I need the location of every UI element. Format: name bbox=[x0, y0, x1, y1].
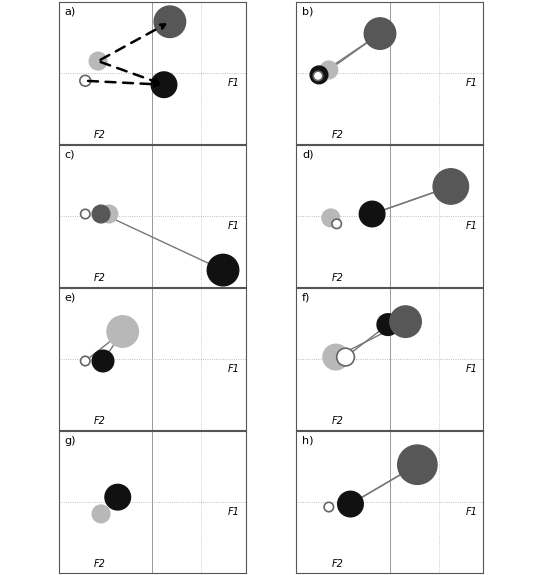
Text: F2: F2 bbox=[332, 273, 344, 282]
Text: F1: F1 bbox=[228, 507, 240, 517]
Circle shape bbox=[323, 344, 349, 370]
Text: g): g) bbox=[64, 435, 76, 446]
Text: F1: F1 bbox=[228, 221, 240, 231]
Circle shape bbox=[89, 52, 107, 70]
Text: a): a) bbox=[64, 6, 75, 16]
Text: F2: F2 bbox=[332, 129, 344, 140]
Circle shape bbox=[313, 71, 322, 80]
Text: F2: F2 bbox=[94, 129, 106, 140]
Circle shape bbox=[377, 314, 399, 335]
Circle shape bbox=[100, 205, 118, 223]
Circle shape bbox=[207, 254, 239, 286]
Text: F2: F2 bbox=[94, 273, 106, 282]
Circle shape bbox=[359, 201, 385, 227]
Text: F1: F1 bbox=[228, 78, 240, 88]
Circle shape bbox=[105, 484, 131, 510]
Text: F2: F2 bbox=[94, 416, 106, 426]
Circle shape bbox=[398, 445, 437, 484]
Circle shape bbox=[433, 168, 468, 204]
Text: h): h) bbox=[302, 435, 313, 446]
Text: F1: F1 bbox=[466, 364, 478, 374]
Circle shape bbox=[154, 6, 185, 37]
Text: f): f) bbox=[302, 293, 311, 302]
Text: c): c) bbox=[64, 150, 75, 159]
Circle shape bbox=[92, 505, 110, 523]
Text: F1: F1 bbox=[466, 507, 478, 517]
Circle shape bbox=[390, 306, 421, 338]
Circle shape bbox=[92, 350, 114, 372]
Circle shape bbox=[151, 72, 177, 98]
Text: F1: F1 bbox=[466, 221, 478, 231]
Text: F1: F1 bbox=[228, 364, 240, 374]
Circle shape bbox=[81, 209, 90, 218]
Text: F1: F1 bbox=[466, 78, 478, 88]
Circle shape bbox=[310, 66, 328, 84]
Text: e): e) bbox=[64, 293, 75, 302]
Circle shape bbox=[92, 205, 110, 223]
Circle shape bbox=[81, 356, 90, 366]
Circle shape bbox=[107, 316, 138, 347]
Text: F2: F2 bbox=[332, 416, 344, 426]
Text: F2: F2 bbox=[94, 559, 106, 569]
Circle shape bbox=[322, 209, 340, 227]
Circle shape bbox=[320, 61, 338, 79]
Text: d): d) bbox=[302, 150, 313, 159]
Text: F2: F2 bbox=[332, 559, 344, 569]
Circle shape bbox=[332, 219, 341, 229]
Circle shape bbox=[80, 75, 91, 86]
Circle shape bbox=[324, 503, 333, 512]
Circle shape bbox=[337, 348, 354, 366]
Text: b): b) bbox=[302, 6, 313, 16]
Circle shape bbox=[338, 491, 363, 517]
Circle shape bbox=[364, 18, 396, 49]
